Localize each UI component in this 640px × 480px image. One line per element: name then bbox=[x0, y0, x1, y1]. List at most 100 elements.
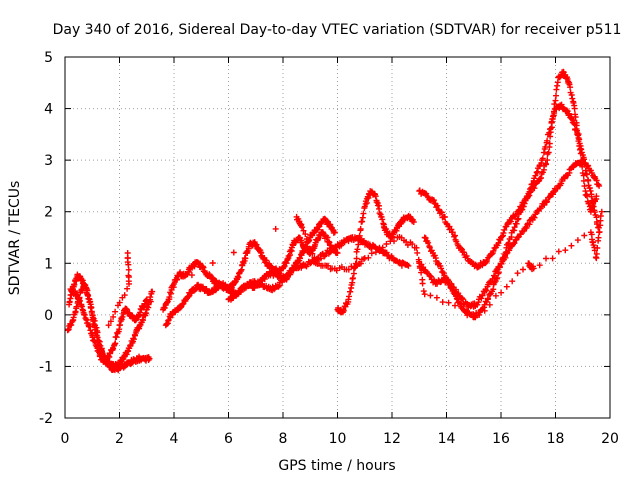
data-point-fill bbox=[365, 254, 372, 261]
x-tick-label: 16 bbox=[492, 431, 510, 447]
data-point-fill bbox=[574, 237, 581, 244]
data-point-fill bbox=[597, 213, 604, 219]
x-tick-label: 2 bbox=[115, 431, 124, 447]
data-point-fill bbox=[117, 322, 123, 328]
data-point-fill bbox=[309, 250, 316, 257]
data-point-fill bbox=[317, 255, 324, 262]
y-tick-label: 5 bbox=[44, 50, 53, 66]
data-point-fill bbox=[523, 225, 530, 232]
data-point-fill bbox=[119, 313, 126, 320]
data-point-fill bbox=[489, 278, 495, 285]
data-point-fill bbox=[349, 275, 356, 282]
data-point bbox=[105, 322, 112, 329]
data-point-fill bbox=[581, 183, 588, 190]
y-tick-label: -2 bbox=[39, 411, 53, 427]
data-point-fill bbox=[242, 255, 249, 262]
data-point-fill bbox=[566, 111, 573, 117]
data-point-fill bbox=[416, 258, 423, 265]
series-late-track-c bbox=[416, 157, 603, 311]
data-point-fill bbox=[79, 287, 86, 294]
data-point bbox=[596, 182, 603, 189]
data-point-fill bbox=[503, 250, 510, 257]
data-point-fill bbox=[527, 189, 534, 196]
data-point-fill bbox=[483, 287, 490, 294]
data-point-fill bbox=[68, 321, 75, 328]
data-point-fill bbox=[547, 129, 554, 136]
data-point bbox=[577, 146, 583, 153]
data-point-fill bbox=[230, 249, 237, 256]
data-point bbox=[405, 262, 412, 269]
data-point bbox=[64, 327, 71, 334]
data-point-fill bbox=[551, 101, 558, 108]
data-point-fill bbox=[485, 295, 491, 302]
y-axis-label: SDTVAR / TECUs bbox=[7, 181, 23, 296]
data-point-fill bbox=[536, 175, 543, 182]
data-point-fill bbox=[520, 203, 527, 210]
data-point-fill bbox=[188, 272, 195, 279]
data-point bbox=[413, 244, 420, 251]
data-point-fill bbox=[71, 281, 78, 288]
data-point-fill bbox=[488, 251, 495, 258]
data-point-fill bbox=[433, 294, 440, 301]
data-point-fill bbox=[500, 230, 507, 236]
data-point-fill bbox=[441, 214, 448, 220]
data-point-fill bbox=[272, 225, 279, 232]
data-point-fill bbox=[536, 262, 543, 269]
data-point-fill bbox=[595, 234, 602, 241]
data-point bbox=[350, 270, 357, 277]
series-early-arc-c bbox=[67, 286, 150, 365]
data-point bbox=[438, 265, 445, 272]
data-point bbox=[511, 224, 518, 231]
data-point-fill bbox=[481, 307, 488, 314]
data-point bbox=[530, 265, 537, 272]
data-point-fill bbox=[514, 234, 521, 241]
data-point-fill bbox=[502, 254, 509, 261]
data-point-fill bbox=[470, 311, 477, 318]
data-point-fill bbox=[554, 185, 561, 192]
data-point-fill bbox=[87, 298, 94, 305]
data-point-fill bbox=[498, 289, 505, 296]
data-point-fill bbox=[321, 253, 328, 260]
data-point-fill bbox=[580, 177, 587, 184]
x-tick-label: 8 bbox=[279, 431, 288, 447]
data-point-fill bbox=[404, 261, 411, 268]
data-point-fill bbox=[398, 220, 405, 226]
x-tick-label: 0 bbox=[61, 431, 70, 447]
data-point-fill bbox=[430, 197, 437, 204]
data-point bbox=[544, 157, 551, 164]
data-point-fill bbox=[283, 260, 290, 267]
data-point-fill bbox=[585, 182, 592, 189]
data-point-fill bbox=[125, 261, 132, 268]
plot-area bbox=[64, 68, 605, 374]
data-point-fill bbox=[231, 279, 238, 286]
data-point bbox=[593, 193, 600, 200]
data-point-fill bbox=[311, 254, 318, 261]
data-point-fill bbox=[383, 241, 390, 247]
data-point-fill bbox=[340, 307, 347, 314]
data-point bbox=[598, 208, 605, 215]
data-point-fill bbox=[569, 95, 576, 102]
x-tick-label: 18 bbox=[547, 431, 565, 447]
data-point bbox=[149, 288, 156, 295]
data-point-fill bbox=[302, 231, 309, 238]
y-tick-label: 2 bbox=[44, 205, 53, 221]
data-point-fill bbox=[125, 266, 132, 273]
data-point-fill bbox=[357, 225, 364, 232]
data-point-fill bbox=[124, 285, 131, 292]
data-point-fill bbox=[501, 226, 508, 233]
data-point bbox=[476, 311, 483, 318]
data-point-fill bbox=[325, 262, 332, 269]
data-point-fill bbox=[73, 303, 80, 310]
data-point-fill bbox=[588, 169, 595, 176]
data-point-fill bbox=[147, 298, 154, 305]
data-point-fill bbox=[563, 107, 570, 114]
data-point-fill bbox=[514, 270, 521, 277]
chart-title: Day 340 of 2016, Sidereal Day-to-day VTE… bbox=[53, 22, 622, 38]
data-point-fill bbox=[581, 232, 588, 239]
data-point-fill bbox=[305, 238, 312, 245]
x-tick-label: 12 bbox=[383, 431, 401, 447]
data-point-fill bbox=[520, 266, 526, 273]
data-point-fill bbox=[298, 221, 305, 228]
data-point bbox=[549, 115, 556, 122]
